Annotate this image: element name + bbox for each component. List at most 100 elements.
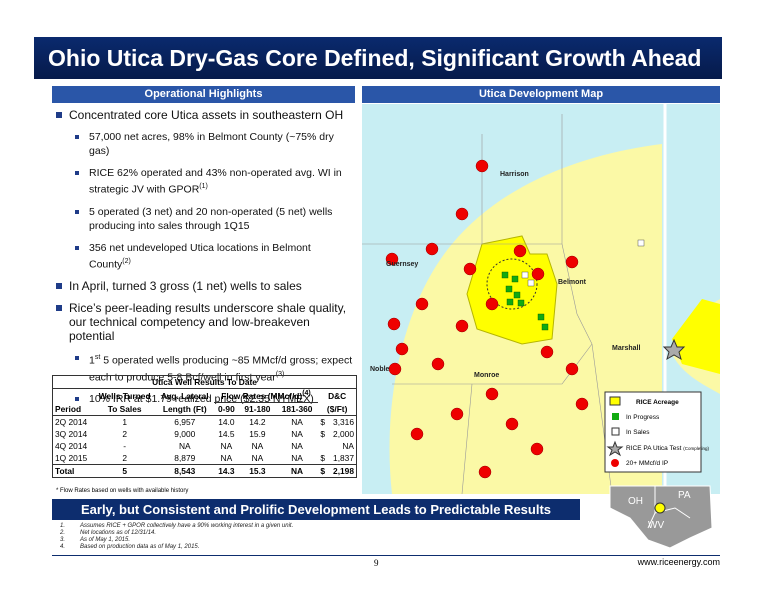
bullet-text: 356 net undeveloped Utica locations in B… — [89, 241, 311, 271]
table-cell — [318, 440, 328, 452]
inset-map: OH PA WV — [609, 485, 713, 549]
in-sales-wells — [521, 239, 645, 287]
table-cell: 1,837 — [333, 452, 354, 463]
header-cell: ($/Ft) — [318, 402, 356, 416]
section-heading: Operational Highlights — [52, 86, 355, 103]
table-cell: $ — [320, 416, 325, 427]
table-cell: 9,000 — [174, 428, 196, 439]
footnote-text: As of May 1, 2015. — [80, 537, 131, 543]
superscript: (1) — [199, 183, 208, 190]
county-lines — [362, 114, 613, 494]
focus-circle — [486, 258, 538, 310]
table-cell: 5 — [93, 463, 156, 477]
table-cell: NA — [291, 416, 303, 427]
bullet: 5 operated (3 net) and 20 non-operated (… — [55, 205, 355, 233]
table-cell: 15.9 — [249, 428, 266, 439]
table-cell: $ — [318, 463, 329, 477]
legend-label: In Sales — [626, 429, 650, 436]
table-cell: 6,957 — [174, 416, 196, 427]
header-cell: Length (Ft) — [155, 402, 214, 416]
table-cell: $ — [320, 452, 325, 463]
table-cell: 2 — [122, 452, 127, 463]
table-cell: NA — [291, 452, 303, 463]
table-row: 3Q 2014 2 9,000 14.5 15.9 NA $2,000 — [53, 428, 356, 440]
section-heading: Utica Development Map — [362, 86, 720, 103]
bullet-text: 1 — [89, 354, 95, 367]
table-cell: NA — [178, 440, 191, 451]
table-cell: 14.0 — [218, 416, 235, 427]
footnote-text: Assumes RICE + GPOR collectively have a … — [80, 523, 294, 529]
state-label: PA — [678, 490, 691, 501]
header-cell: 91-180 — [239, 402, 276, 416]
table-cell: 4Q 2014 — [55, 440, 88, 451]
footnote-number: 3. — [60, 537, 66, 543]
table: Utica Well Results To Date Wells Turned Av… — [53, 376, 356, 477]
table-title-row: Utica Well Results To Date — [53, 376, 356, 389]
county-label: Noble — [370, 366, 390, 373]
table-cell: 2,000 — [333, 428, 354, 439]
total-row: Total 5 8,543 14.3 15.3 NA $2,198 — [53, 463, 356, 477]
table-cell: NA — [251, 440, 264, 451]
table-row: 2Q 2014 1 6,957 14.0 14.2 NA $3,316 — [53, 415, 356, 428]
website: www.riceenergy.com — [637, 557, 720, 567]
in-progress-wells — [501, 271, 549, 331]
legend-swatch — [606, 440, 624, 457]
bullet-text: 5 operated (3 net) and 20 non-operated (… — [89, 205, 333, 232]
table-cell: $ — [320, 428, 325, 439]
table-cell: 1Q 2015 — [55, 452, 88, 463]
header-row: Period To Sales Length (Ft) 0-90 91-180 181-3… — [53, 402, 356, 416]
legend-label: RICE PA Utica Test (Completing) — [626, 445, 709, 452]
legend-box — [604, 391, 702, 473]
legend-swatch — [611, 427, 620, 436]
header-row: Wells Turned Avg. Lateral Flow Rates (MMcf… — [53, 388, 356, 403]
table-cell: 2,198 — [328, 463, 356, 477]
state-label: OH — [628, 496, 643, 507]
legend-label: 20+ MMcf/d IP — [626, 460, 668, 467]
footnote-text: Based on production data as of May 1, 20… — [80, 544, 200, 550]
pa-test-well — [662, 338, 686, 361]
header-cell: D&C — [328, 390, 347, 401]
state-label: WV — [648, 520, 664, 531]
table-note: * Flow Rates based on wells with availab… — [56, 488, 189, 494]
table-cell: NA — [220, 452, 233, 463]
header-cell: Wells Turned — [98, 390, 151, 401]
legend-note: (Completing) — [683, 446, 709, 451]
bullet-text: Concentrated core Utica assets in southe… — [69, 108, 344, 122]
bullet: 356 net undeveloped Utica locations in B… — [55, 241, 355, 272]
table-cell: 14.5 — [218, 428, 235, 439]
table-cell: 1 — [122, 416, 127, 427]
table-cell: 15.3 — [239, 463, 276, 477]
footer-rule — [52, 555, 720, 556]
footnote: 3. As of May 1, 2015. — [60, 537, 293, 544]
footnote: 4. Based on production data as of May 1, … — [60, 544, 293, 551]
table-cell: NA — [220, 440, 233, 451]
table-cell: 8,543 — [155, 463, 214, 477]
bullet-text: Rice’s peer-leading results underscore s… — [69, 301, 347, 343]
table-cell: NA — [275, 463, 319, 477]
county-label: Belmont — [558, 279, 587, 286]
header-cell: Avg. Lateral — [160, 390, 209, 401]
table-title: Utica Well Results To Date — [53, 376, 356, 389]
legend-label: RICE Acreage — [636, 399, 679, 406]
bullet: Rice’s peer-leading results underscore s… — [55, 301, 355, 343]
legend-label: In Progress — [626, 414, 660, 421]
superscript: (2) — [122, 257, 131, 265]
county-label: Monroe — [474, 372, 499, 379]
area-marker — [654, 502, 666, 514]
footnote: 2. Net locations as of 12/31/14. — [60, 530, 293, 537]
header-cell: 0-90 — [213, 402, 240, 416]
table-cell: 14.3 — [213, 463, 240, 477]
header-cell: Flow Rates (MMcf/d)(4) — [213, 388, 319, 403]
footnote-number: 2. — [60, 530, 66, 536]
table-cell: 2 — [122, 428, 127, 439]
county-label: Harrison — [500, 171, 529, 178]
bullet-list: Concentrated core Utica assets in southe… — [55, 108, 355, 414]
legend: RICE Acreage In Progress In Sales RICE P… — [604, 391, 709, 473]
table-cell: - — [123, 440, 127, 451]
table-cell: 2Q 2014 — [55, 416, 88, 427]
bullet-text: In April, turned 3 gross (1 net) wells t… — [69, 279, 302, 293]
bullet: RICE 62% operated and 43% non-operated a… — [55, 166, 355, 197]
header-cell: 181-360 — [275, 402, 319, 416]
legend-label: RICE PA Utica Test — [626, 445, 682, 452]
bullet-text: 57,000 net acres, 98% in Belmont County … — [89, 131, 334, 157]
